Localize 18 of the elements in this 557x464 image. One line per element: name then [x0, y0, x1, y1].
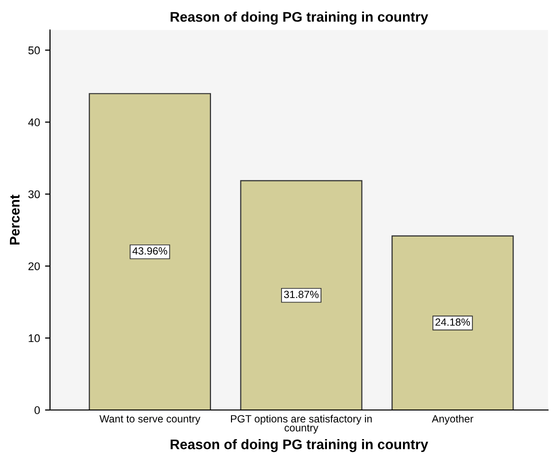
y-tick-label: 10: [28, 334, 40, 342]
y-tick-label: 30: [28, 190, 40, 198]
x-tick-label: Anyother: [432, 414, 474, 425]
data-label: 43.96%: [132, 247, 168, 255]
y-tick-label: 40: [28, 118, 40, 126]
data-label: 24.18%: [436, 318, 470, 326]
y-tick-label: 50: [28, 46, 40, 54]
bar: [392, 235, 514, 410]
data-label: 31.87%: [284, 290, 319, 298]
y-axis-title: Percent: [10, 194, 20, 245]
x-tick-label: PGT options are satisfactory in country: [231, 414, 372, 434]
x-tick-label: Want to serve country: [99, 415, 200, 425]
chart-title: Reason of doing PG training in country: [170, 12, 428, 25]
bar: [240, 180, 362, 410]
y-tick-label: 20: [28, 262, 40, 270]
y-tick-label: 0: [34, 406, 40, 414]
bar: [88, 93, 212, 410]
x-axis-title: Reason of doing PG training in country: [170, 439, 428, 452]
